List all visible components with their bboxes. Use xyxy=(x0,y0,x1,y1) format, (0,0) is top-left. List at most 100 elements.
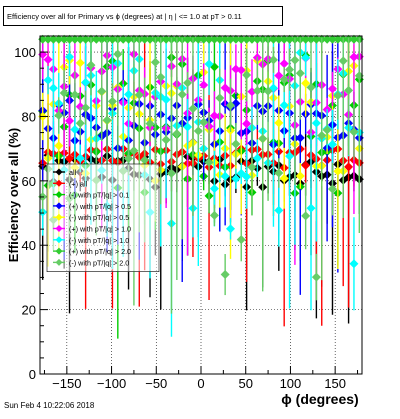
data-point xyxy=(268,34,278,44)
data-point xyxy=(279,59,289,69)
legend-entry: (+) all xyxy=(69,179,88,188)
legend-box xyxy=(46,163,160,272)
data-point xyxy=(306,34,316,44)
data-point xyxy=(43,34,53,44)
data-point xyxy=(263,86,273,96)
data-point xyxy=(236,235,246,245)
data-point xyxy=(124,154,134,164)
data-point xyxy=(102,34,112,44)
data-point xyxy=(226,34,236,44)
data-point xyxy=(107,34,117,44)
x-tick-label: 150 xyxy=(324,376,346,391)
data-point xyxy=(333,166,343,176)
x-tick-label: 50 xyxy=(238,376,252,391)
data-point xyxy=(54,110,64,120)
x-axis-label: ϕ (degrees) xyxy=(281,391,358,407)
legend-entry: (-) with pT/|q| > 1.0 xyxy=(69,236,129,245)
data-point xyxy=(124,34,134,44)
x-tick-label: −150 xyxy=(52,376,81,391)
legend-entry: (+) with pT/|q| > 1.0 xyxy=(69,225,131,234)
legend-entry: (+) with pT/|q| > 2.0 xyxy=(69,247,131,256)
data-point xyxy=(349,52,359,62)
data-point xyxy=(274,205,284,215)
data-point xyxy=(220,171,230,181)
data-point xyxy=(107,96,117,106)
data-point xyxy=(258,134,268,144)
data-point xyxy=(295,68,305,78)
data-point xyxy=(204,59,214,69)
data-point xyxy=(86,60,96,70)
x-tick-label: 0 xyxy=(197,376,204,391)
data-point xyxy=(48,34,58,44)
data-point xyxy=(226,224,236,234)
data-point xyxy=(161,95,171,105)
data-point xyxy=(220,270,230,280)
data-point xyxy=(48,83,58,93)
y-tick-label: 0 xyxy=(29,367,36,382)
data-point xyxy=(242,119,252,129)
data-point xyxy=(75,34,85,44)
data-point xyxy=(75,153,85,163)
data-point xyxy=(279,173,289,183)
data-point xyxy=(268,55,278,65)
data-point xyxy=(209,34,219,44)
data-point xyxy=(65,34,75,44)
x-tick-label: −50 xyxy=(145,376,167,391)
data-point xyxy=(274,118,284,128)
data-point xyxy=(252,86,262,96)
data-point xyxy=(140,34,150,44)
data-point xyxy=(43,55,53,65)
data-point xyxy=(70,34,80,44)
data-point xyxy=(215,93,225,103)
data-point xyxy=(327,139,337,149)
data-point xyxy=(97,34,107,44)
data-point xyxy=(70,90,80,100)
data-point xyxy=(242,34,252,44)
chart-title: Efficiency over all for Primary vs ϕ (de… xyxy=(3,6,283,26)
data-point xyxy=(81,103,91,113)
legend: all (+) all (-) with pT/|q| > 0.1 (+) with … xyxy=(46,163,160,272)
data-point xyxy=(183,122,193,132)
data-point xyxy=(188,104,198,114)
data-point xyxy=(301,53,311,63)
data-point xyxy=(220,34,230,44)
data-point xyxy=(199,117,209,127)
data-point xyxy=(75,118,85,128)
data-point xyxy=(242,172,252,182)
y-tick-label: 80 xyxy=(22,109,36,124)
data-point xyxy=(183,34,193,44)
data-point xyxy=(59,88,69,98)
y-tick-label: 60 xyxy=(22,174,36,189)
data-point xyxy=(91,34,101,44)
legend-swatch-marker xyxy=(55,179,63,187)
x-tick-label: 100 xyxy=(280,376,302,391)
data-point xyxy=(247,34,257,44)
data-point xyxy=(161,135,171,145)
data-point xyxy=(209,111,219,121)
data-point xyxy=(183,78,193,88)
data-point xyxy=(285,34,295,44)
data-point xyxy=(322,34,332,44)
data-point xyxy=(349,259,359,269)
data-point xyxy=(65,116,75,126)
data-point xyxy=(306,203,316,213)
data-point xyxy=(322,125,332,135)
data-point xyxy=(236,34,246,44)
data-point xyxy=(279,74,289,84)
data-point xyxy=(204,34,214,44)
axis-layer: −150 −100 −50 0 50 100 150 0 20 40 60 80 100 xyxy=(14,45,359,391)
legend-entry: (-) with pT/|q| > 2.0 xyxy=(69,258,129,267)
data-point xyxy=(113,49,123,59)
data-point xyxy=(150,57,160,67)
legend-swatch-marker xyxy=(55,213,63,221)
data-point xyxy=(97,86,107,96)
data-point xyxy=(209,210,219,220)
data-point xyxy=(311,118,321,128)
data-point xyxy=(327,184,337,194)
data-point xyxy=(193,34,203,44)
data-point xyxy=(199,80,209,90)
data-point xyxy=(274,71,284,81)
y-tick-label: 40 xyxy=(22,238,36,253)
data-point xyxy=(231,174,241,184)
data-point xyxy=(65,153,75,163)
